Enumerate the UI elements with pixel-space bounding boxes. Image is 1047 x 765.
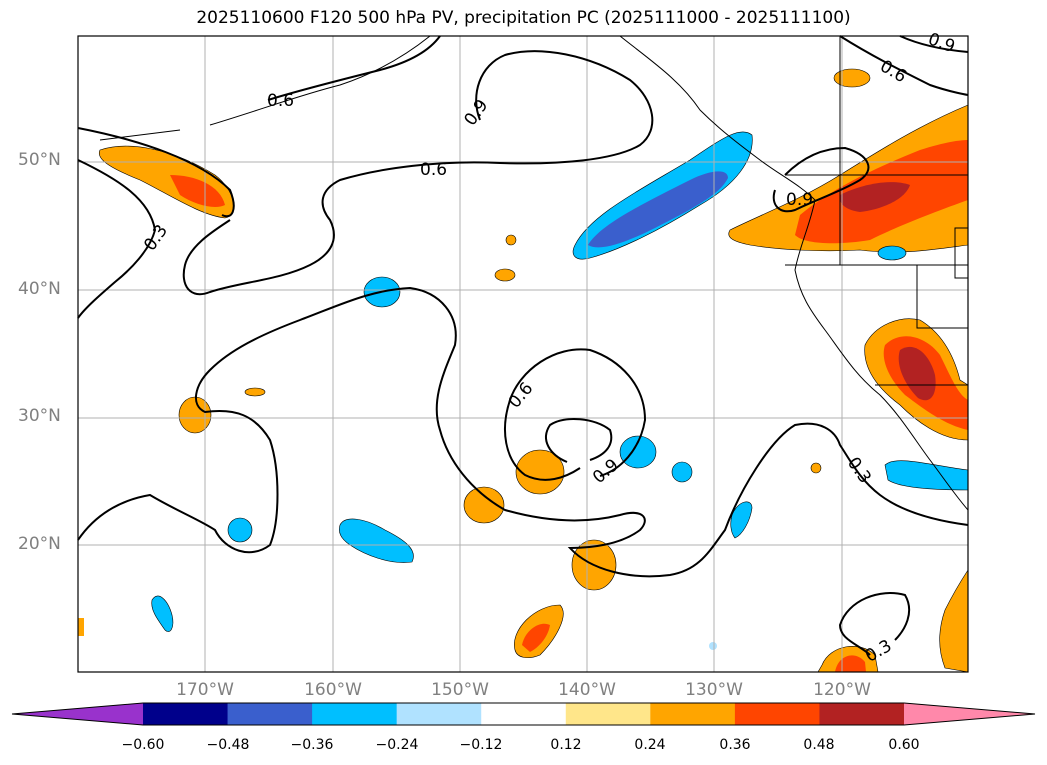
lon-label: 170°W bbox=[176, 680, 234, 700]
colorbar-tick-label: −0.24 bbox=[375, 737, 419, 753]
pv-contour-line bbox=[182, 50, 654, 295]
contour-label: 0.6 bbox=[267, 91, 294, 111]
precip-positive-region bbox=[78, 618, 84, 636]
pv-contour-line bbox=[545, 418, 613, 463]
pv-contour-line bbox=[267, 35, 441, 101]
pv-contour-line bbox=[77, 286, 969, 578]
precip-strong-region bbox=[170, 175, 225, 207]
colorbar-cell bbox=[481, 703, 567, 725]
lon-label: 130°W bbox=[685, 680, 743, 700]
precip-strong-region bbox=[522, 623, 550, 652]
lon-label: 140°W bbox=[558, 680, 616, 700]
precip-negative-region bbox=[151, 595, 174, 632]
lon-label: 160°W bbox=[304, 680, 362, 700]
precip-negative-region bbox=[877, 245, 907, 261]
pv-contour-line bbox=[838, 592, 911, 656]
colorbar-cell bbox=[396, 703, 482, 725]
coastlines bbox=[99, 35, 969, 511]
precip-negative-region bbox=[671, 461, 693, 483]
precip-positive-region bbox=[515, 449, 565, 495]
precip-negative-region bbox=[709, 642, 717, 650]
gridlines bbox=[78, 36, 968, 672]
map-frame bbox=[77, 35, 969, 673]
colorbar-cell bbox=[650, 703, 736, 725]
pv-contour-line bbox=[504, 348, 647, 481]
colorbar-tick-label: −0.12 bbox=[459, 737, 503, 753]
precip-positive-region bbox=[810, 462, 822, 474]
colorbar-extend-max bbox=[904, 703, 1035, 725]
precip-negative-region bbox=[339, 518, 414, 563]
lat-label: 40°N bbox=[18, 279, 61, 299]
colorbar-cell bbox=[143, 703, 229, 725]
precip-positive-region bbox=[494, 268, 516, 282]
precip-negative-region bbox=[619, 435, 657, 469]
pv-contour-line bbox=[77, 127, 235, 218]
precip-positive-region bbox=[463, 486, 505, 524]
colorbar-tick-label: 0.48 bbox=[803, 737, 835, 753]
pv-contour-line bbox=[772, 146, 870, 213]
colorbar-tick-label: −0.48 bbox=[206, 737, 250, 753]
colorbar-cell bbox=[819, 703, 905, 725]
lat-label: 20°N bbox=[18, 534, 61, 554]
lon-label: 120°W bbox=[813, 680, 871, 700]
pv-contour-line bbox=[77, 159, 157, 319]
precip-positive-region bbox=[505, 234, 517, 246]
precip-heavy-region bbox=[839, 182, 910, 212]
precip-positive-region bbox=[244, 387, 266, 397]
colorbar-tick-label: 0.12 bbox=[550, 737, 582, 753]
precip-negative-region bbox=[227, 517, 253, 543]
colorbar-outline bbox=[11, 702, 1036, 726]
precip-positive-region bbox=[833, 68, 871, 88]
pv-contour-line bbox=[899, 35, 969, 53]
colorbar-tick-label: 0.24 bbox=[634, 737, 666, 753]
precip-negative-region bbox=[588, 171, 728, 248]
precip-strong-region bbox=[835, 655, 866, 672]
contour-label: 0.6 bbox=[420, 160, 447, 180]
colorbar-cells bbox=[12, 703, 1035, 725]
lat-label: 30°N bbox=[18, 406, 61, 426]
colorbar-tick-label: 0.36 bbox=[719, 737, 751, 753]
precip-heavy-region bbox=[898, 346, 936, 401]
colorbar-cell bbox=[734, 703, 820, 725]
colorbar-cell bbox=[312, 703, 398, 725]
colorbar-tick-label: −0.60 bbox=[121, 737, 165, 753]
colorbar-cell bbox=[227, 703, 313, 725]
contour-label: 0.9 bbox=[786, 190, 813, 210]
colorbar-tick-label: 0.60 bbox=[888, 737, 920, 753]
precip-fills bbox=[78, 68, 969, 673]
pv-contours bbox=[77, 35, 969, 656]
colorbar-cell bbox=[565, 703, 651, 725]
lat-label: 50°N bbox=[18, 150, 61, 170]
lon-label: 150°W bbox=[431, 680, 489, 700]
precip-negative-region bbox=[730, 501, 753, 539]
pv-contour-line bbox=[839, 35, 969, 96]
chart-title: 2025110600 F120 500 hPa PV, precipitatio… bbox=[196, 8, 851, 28]
colorbar-tick-label: −0.36 bbox=[290, 737, 334, 753]
colorbar-extend-min bbox=[12, 703, 143, 725]
